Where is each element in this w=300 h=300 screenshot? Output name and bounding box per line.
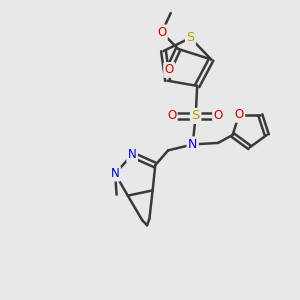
Text: O: O	[167, 110, 176, 122]
Text: N: N	[128, 148, 136, 161]
Text: N: N	[111, 167, 119, 180]
Text: S: S	[191, 110, 200, 122]
Text: O: O	[165, 64, 174, 76]
Text: N: N	[188, 138, 197, 151]
Text: O: O	[214, 110, 223, 122]
Text: S: S	[186, 32, 194, 44]
Text: O: O	[235, 108, 244, 122]
Text: O: O	[157, 26, 167, 39]
